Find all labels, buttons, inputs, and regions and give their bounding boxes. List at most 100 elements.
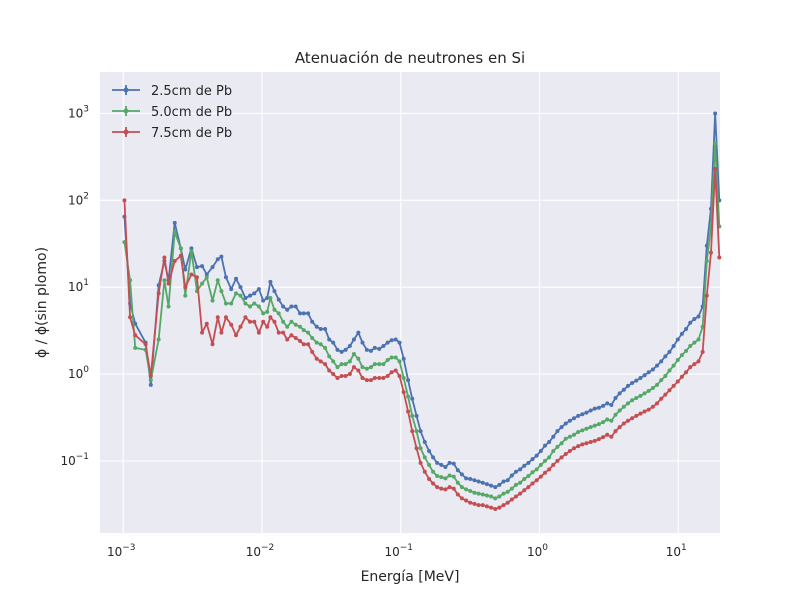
data-point (489, 505, 494, 510)
data-point (592, 406, 597, 411)
data-point (713, 141, 718, 146)
data-point (148, 378, 153, 383)
data-point (576, 430, 581, 435)
data-point (675, 337, 680, 342)
data-point (256, 304, 261, 309)
data-point (513, 494, 518, 499)
data-point (509, 497, 514, 502)
data-point (696, 314, 701, 319)
data-point (476, 503, 481, 508)
series-1 (122, 111, 722, 490)
data-point (613, 396, 618, 400)
data-point (133, 333, 138, 338)
data-point (547, 467, 552, 472)
x-tick-label: 101 (666, 543, 687, 559)
data-point (377, 362, 382, 367)
data-point (351, 365, 356, 370)
data-point (156, 337, 161, 342)
data-point (609, 434, 614, 439)
data-point (688, 365, 693, 370)
data-point (646, 388, 651, 393)
data-point (314, 324, 319, 329)
data-point (200, 264, 205, 269)
data-point (200, 281, 205, 286)
data-point (215, 278, 220, 283)
data-point (248, 319, 253, 324)
data-point (493, 506, 498, 511)
data-point (497, 482, 502, 487)
data-point (172, 259, 177, 264)
data-point (497, 505, 502, 510)
y-tick-label: 101 (68, 278, 89, 294)
data-point (183, 285, 188, 290)
data-point (455, 480, 460, 485)
data-point (422, 440, 427, 445)
data-point (704, 259, 709, 264)
data-point (580, 442, 585, 447)
data-point (605, 432, 610, 437)
data-point (596, 422, 601, 427)
data-point (204, 321, 209, 326)
data-point (459, 496, 464, 501)
data-point (584, 410, 589, 415)
data-point (592, 438, 597, 443)
data-point (389, 370, 394, 375)
data-point (679, 374, 684, 379)
data-point (625, 418, 630, 423)
data-point (596, 437, 601, 442)
data-point (219, 289, 224, 294)
data-point (385, 340, 390, 345)
data-point (183, 267, 188, 272)
data-point (638, 411, 643, 416)
data-point (601, 403, 606, 408)
data-point (567, 434, 572, 439)
data-point (331, 359, 336, 364)
data-point (229, 322, 234, 327)
data-point (285, 324, 290, 329)
data-point (210, 298, 215, 303)
data-point (298, 311, 303, 316)
data-point (534, 467, 539, 472)
data-point (143, 342, 148, 347)
data-point (229, 287, 234, 292)
data-point (435, 460, 440, 465)
y-axis-ticks: 10−1 100 101 102 103 (60, 104, 89, 467)
data-point (692, 317, 697, 322)
data-point (464, 487, 469, 492)
data-point (596, 405, 601, 410)
data-point (418, 429, 423, 434)
data-point (347, 344, 352, 349)
data-point (310, 319, 315, 324)
data-point (625, 401, 630, 406)
data-point (248, 293, 253, 298)
data-point (318, 342, 323, 347)
data-point (555, 429, 560, 434)
data-point (372, 345, 377, 350)
data-point (435, 485, 440, 490)
data-point (459, 485, 464, 490)
data-point (172, 220, 177, 225)
data-point (414, 429, 419, 434)
x-tick-label: 10−1 (384, 543, 413, 559)
data-point (178, 246, 183, 251)
data-point (555, 458, 560, 463)
data-point (166, 281, 171, 286)
data-point (289, 319, 294, 324)
data-point (397, 373, 402, 378)
data-point (234, 291, 239, 296)
data-point (650, 386, 655, 391)
data-point (505, 478, 510, 483)
data-point (418, 460, 423, 465)
data-point (427, 476, 432, 481)
data-point (663, 354, 668, 359)
data-point (543, 458, 548, 463)
data-point (489, 494, 494, 499)
data-point (443, 487, 448, 492)
data-point (431, 469, 436, 474)
data-point (256, 330, 261, 335)
data-point (265, 296, 270, 301)
plot-area (100, 72, 720, 533)
data-point (667, 388, 672, 393)
legend-item: 7.5cm de Pb (112, 126, 232, 141)
data-point (397, 359, 402, 364)
